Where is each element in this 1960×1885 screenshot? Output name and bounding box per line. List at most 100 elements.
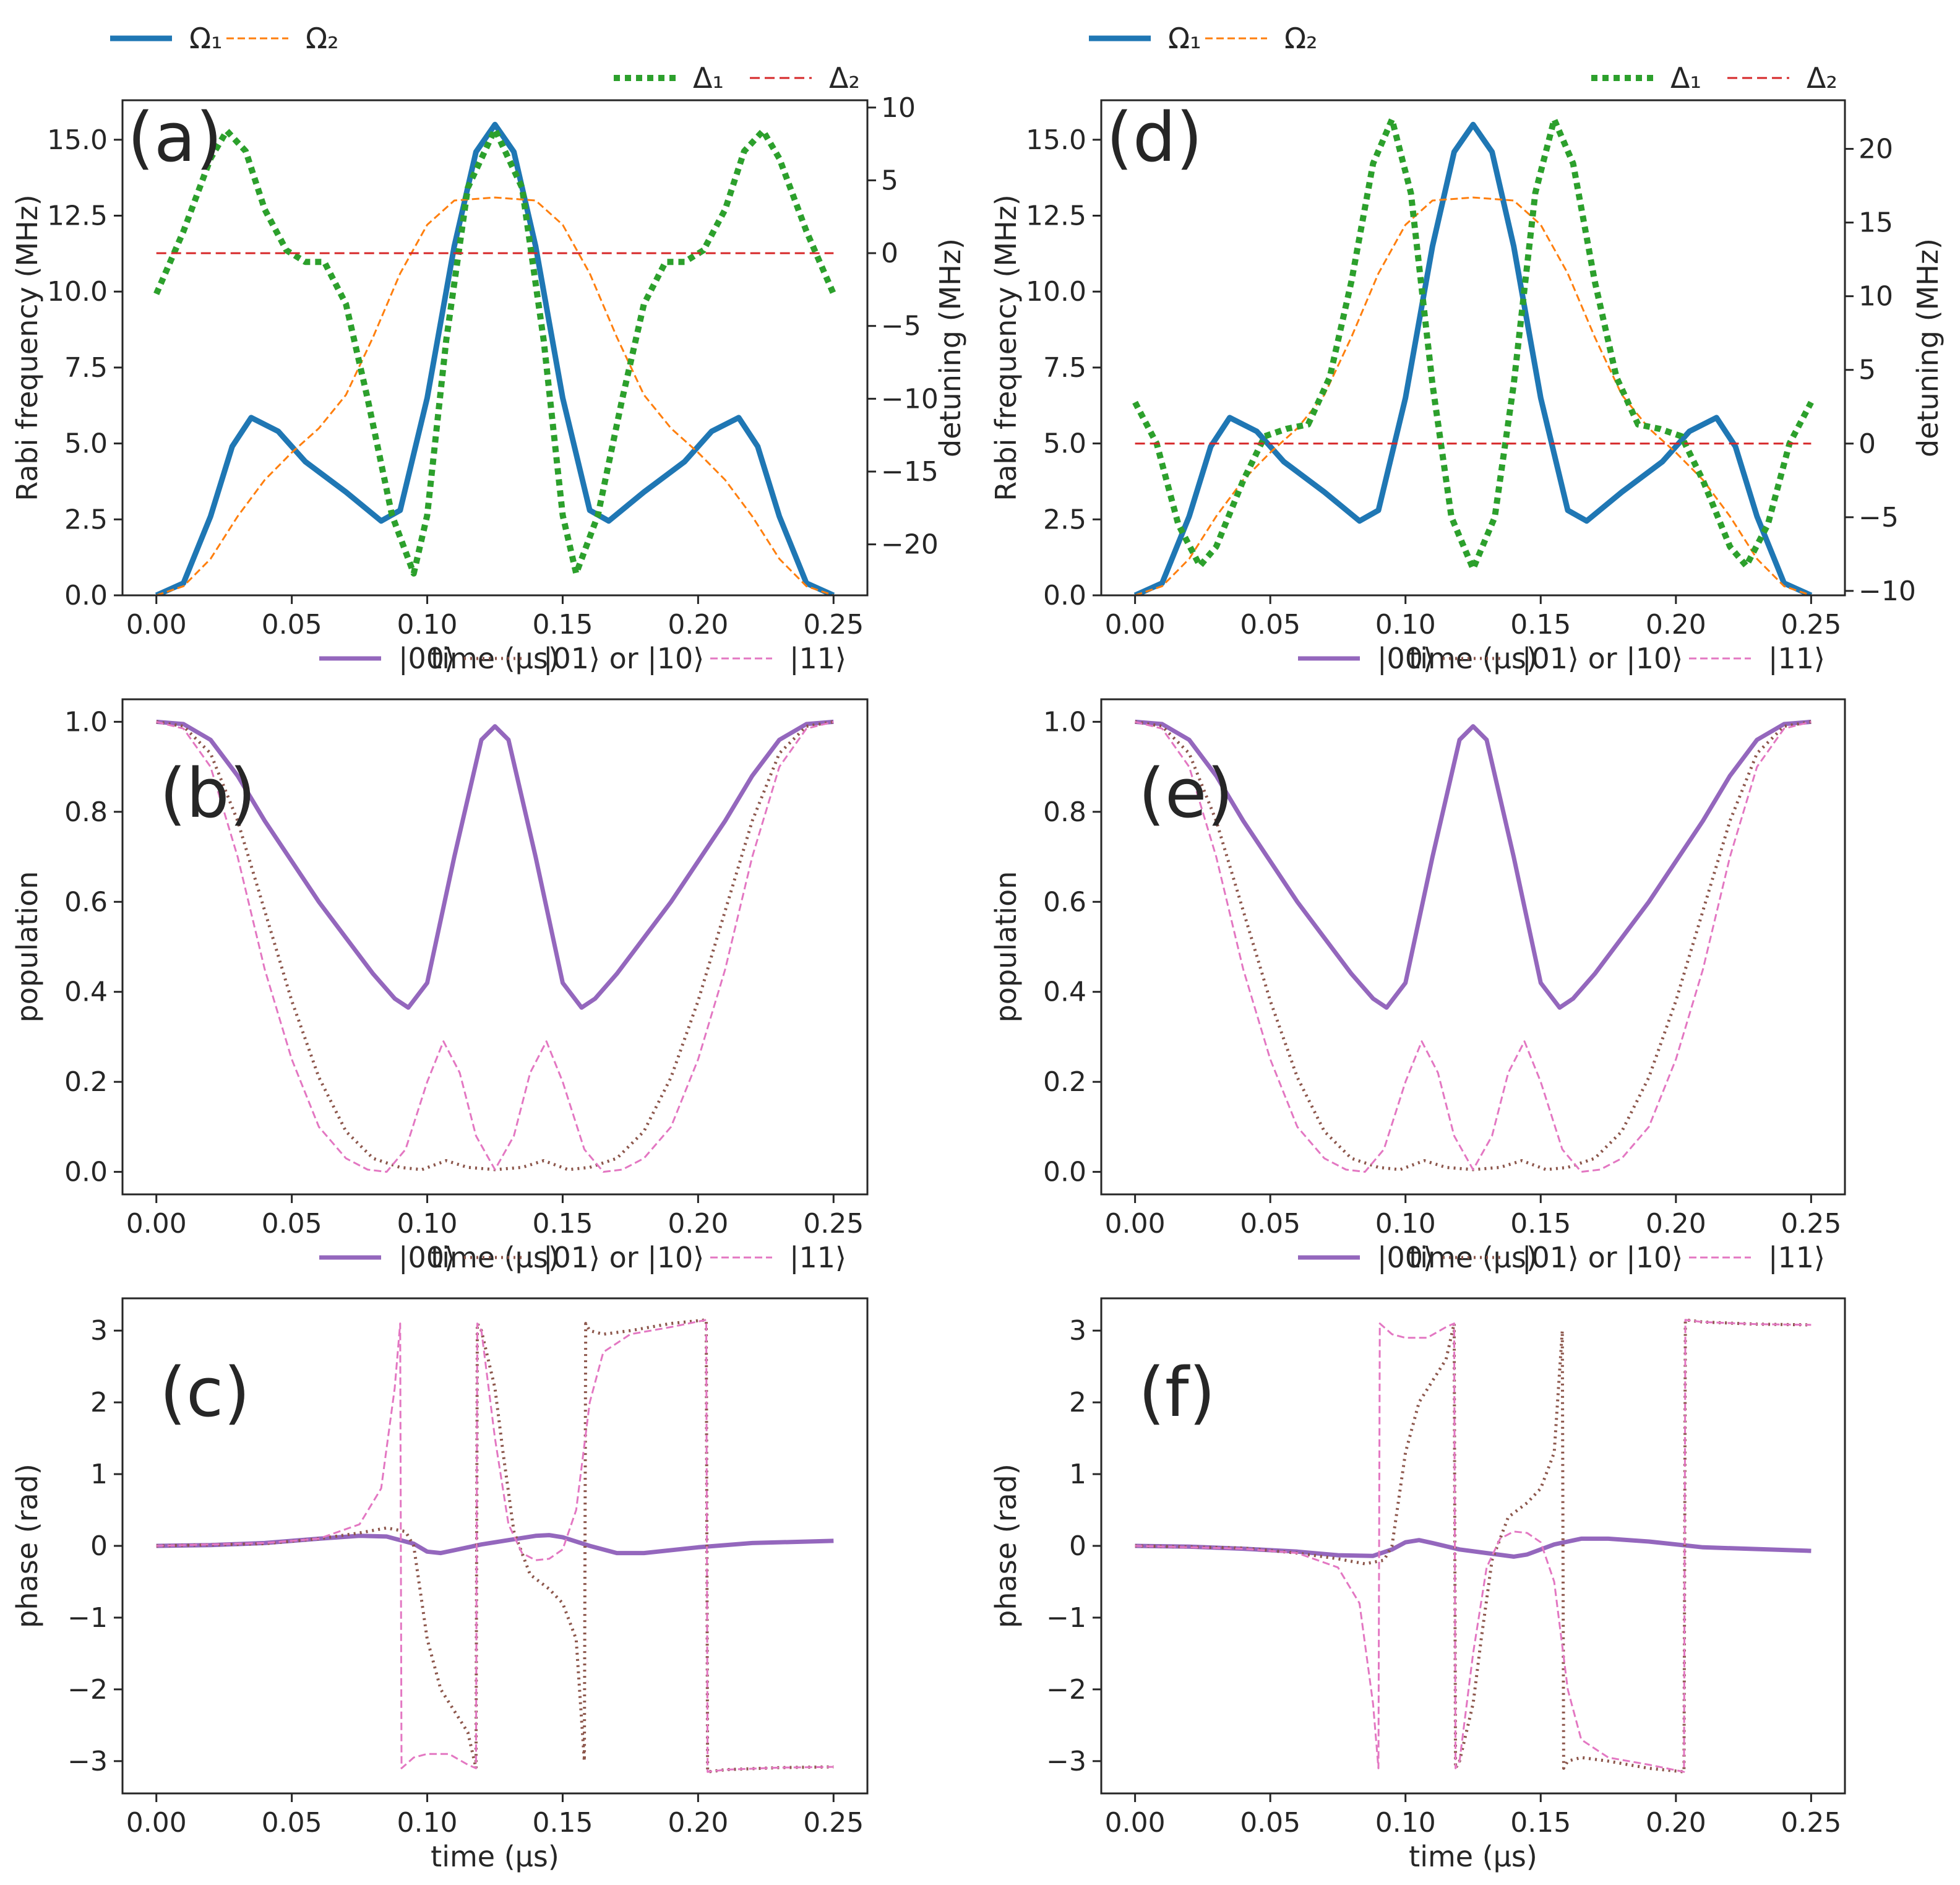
y-tick-label: 0 [1069,1530,1086,1562]
panel-label-b: (b) [160,754,256,833]
y2-tick-label: −5 [881,311,921,342]
y-tick-label: 0.0 [64,580,108,611]
legend-item: Δ₂ [1727,61,1838,95]
y-tick-label: 7.5 [64,352,108,384]
legend-rabi: Ω₁ Ω₂ [110,22,339,55]
y-tick-label: −3 [1046,1746,1086,1777]
legend-item: |01⟩ or |10⟩ [1443,642,1683,676]
y-tick-label: −1 [67,1602,108,1634]
panel-e: 0.00 0.05 0.10 0.15 0.20 0.25 0.0 0.2 0.4 0.6 0.8 1… [989,642,1846,1274]
series-line [1132,116,1814,572]
y-tick-label: 0.0 [1043,1157,1086,1188]
panel-f: 0.00 0.05 0.10 0.15 0.20 0.25 −3 −2 −1 0 1 2 3 time (… [989,1241,1846,1873]
y-tick-label: −1 [1046,1602,1086,1634]
legend-label: Δ₁ [1670,61,1701,95]
y2-axis-label: detuning (MHz) [1911,238,1945,457]
x-tick-label: 0.20 [1646,609,1706,641]
y2-tick-label: 0 [881,238,898,269]
series-line [1135,1536,1812,1559]
series-group [156,1318,834,1774]
x-tick-label: 0.15 [1510,609,1571,641]
legend-item: |11⟩ [1689,1241,1825,1275]
series-line [1135,719,1812,1010]
legend-label: |01⟩ or |10⟩ [543,1241,704,1275]
y-tick-label: 1 [1069,1459,1086,1490]
x-tick-label: 0.15 [1510,1208,1571,1240]
series-line [155,121,835,595]
y2-tick-label: 15 [1859,207,1893,239]
y-tick-label: 0.4 [1043,977,1086,1008]
x-tick-label: 0.00 [126,1807,187,1839]
panel-label-c: (c) [160,1353,250,1432]
legend-item: Δ₂ [750,61,860,95]
y-axis-label: population [11,871,44,1023]
x-tick-label: 0.25 [803,609,864,641]
legend-label: Ω₂ [1284,22,1318,55]
legend-label: |00⟩ [398,642,455,676]
x-tick-label: 0.25 [1781,1807,1841,1839]
series-line [156,1533,834,1556]
x-tick-label: 0.25 [803,1208,864,1240]
x-tick-label: 0.20 [1646,1807,1706,1839]
x-tick-label: 0.20 [668,609,728,641]
y-tick-label: 5.0 [1043,428,1086,460]
x-axis-label: time (μs) [431,1840,559,1873]
series-group [156,719,834,1173]
x-axis-label: time (μs) [1409,642,1537,675]
legend-item: |01⟩ or |10⟩ [464,642,704,676]
y-tick-label: 0.0 [64,1157,108,1188]
legend-label: |01⟩ or |10⟩ [1522,1241,1683,1275]
y-tick-label: 0.0 [1043,580,1086,611]
legend-item: Ω₂ [226,22,339,55]
x-tick-label: 0.10 [397,1208,458,1240]
y2-tick-label: −15 [881,456,939,488]
y-tick-label: −2 [67,1674,108,1706]
y-tick-label: 0.2 [64,1066,108,1098]
legend-item: |00⟩ [319,642,455,676]
series-line [156,1319,834,1773]
legend-item: Δ₁ [1591,61,1701,95]
legend-item: |11⟩ [1689,642,1825,676]
y2-tick-label: 0 [1859,428,1876,460]
x-tick-label: 0.00 [1105,1208,1166,1240]
y-tick-label: 3 [1069,1315,1086,1347]
legend-label: Ω₁ [1168,22,1201,55]
x-tick-label: 0.05 [262,1807,322,1839]
x-tick-label: 0.15 [1510,1807,1571,1839]
y2-tick-label: −20 [881,529,939,561]
x-tick-label: 0.00 [1105,609,1166,641]
legend-item: |11⟩ [710,642,846,676]
y2-tick-label: 10 [881,92,916,124]
y2-tick-label: −10 [1859,576,1916,607]
legend-label: |00⟩ [1377,1241,1434,1275]
x-tick-label: 0.20 [668,1208,728,1240]
y-tick-label: 12.5 [47,201,108,232]
legend-item: Δ₁ [614,61,724,95]
x-tick-label: 0.15 [532,1208,593,1240]
legend-label: Δ₂ [1807,61,1838,95]
x-tick-label: 0.05 [262,609,322,641]
y-tick-label: 0.2 [1043,1066,1086,1098]
y-tick-label: 2 [90,1387,108,1418]
series-line [153,126,836,577]
x-tick-label: 0.00 [126,609,187,641]
y-tick-label: 0.6 [64,886,108,918]
legend-label: |01⟩ or |10⟩ [1522,642,1683,676]
y-tick-label: 5.0 [64,428,108,460]
x-tick-label: 0.10 [1375,609,1436,641]
x-tick-label: 0.05 [1240,1208,1300,1240]
x-axis-label: time (μs) [1409,1840,1537,1873]
y-tick-label: 2.5 [1043,504,1086,535]
x-tick-label: 0.00 [126,1208,187,1240]
panel-label-a: (a) [127,98,222,177]
legend-item: |01⟩ or |10⟩ [464,1241,704,1275]
panel-d: 0.00 0.05 0.10 0.15 0.20 0.25 0.0 2.5 5.0 7.5 10.0… [989,22,1945,675]
legend-label: |11⟩ [789,642,846,676]
y2-tick-label: 5 [1859,355,1876,386]
y-tick-label: 1.0 [64,706,108,738]
y2-tick-label: 20 [1859,134,1893,165]
y-tick-label: 15.0 [47,124,108,156]
y-tick-label: −2 [1046,1674,1086,1706]
panel-a: 0.00 0.05 0.10 0.15 0.20 0.25 0.0 2.5 5.0 7.5 10.0… [11,22,967,675]
series-line [1133,121,1813,595]
